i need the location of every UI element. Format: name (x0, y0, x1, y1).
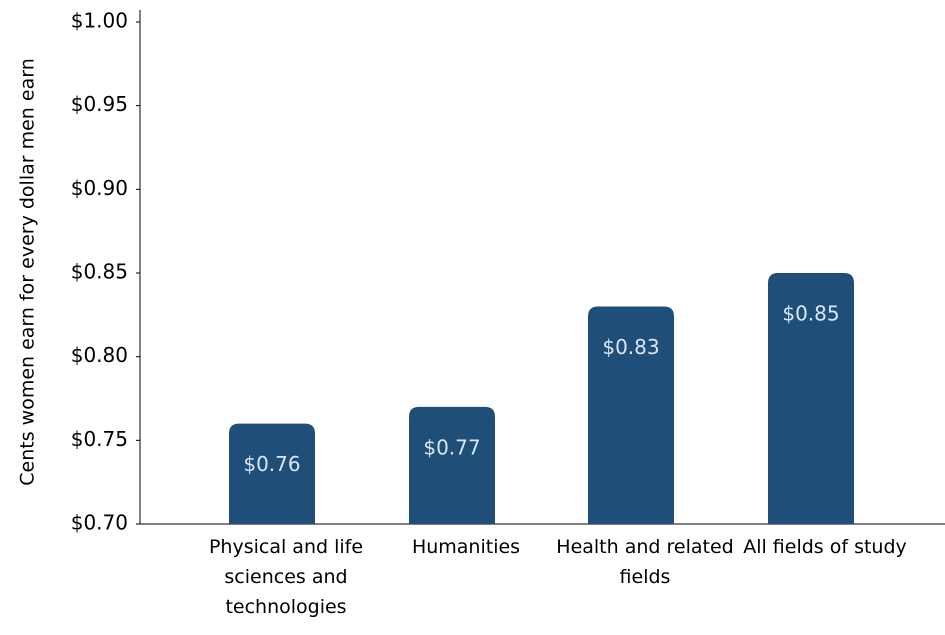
y-tick-label: $1.00 (71, 9, 128, 33)
bar (768, 273, 854, 524)
value-label: $0.83 (602, 335, 659, 359)
x-tick-label: Physical and life sciences and technolog… (208, 536, 364, 618)
x-tick-label: All fields of study (743, 536, 907, 558)
value-label: $0.85 (782, 302, 839, 326)
y-axis-label: Cents women earn for every dollar men ea… (17, 58, 39, 485)
y-tick-label: $0.85 (71, 260, 128, 284)
bar (229, 423, 315, 524)
y-tick-label: $0.75 (71, 427, 128, 451)
x-tick-label: Health and related fields (556, 536, 734, 588)
value-label: $0.77 (423, 435, 480, 459)
y-tick-label: $0.90 (71, 176, 128, 200)
y-tick-label: $0.80 (71, 343, 128, 367)
bar (409, 406, 495, 524)
bar (588, 306, 674, 524)
y-tick-label: $0.70 (71, 511, 128, 535)
value-label: $0.76 (243, 452, 300, 476)
y-tick-label: $0.95 (71, 92, 128, 116)
x-tick-label: Humanities (411, 536, 521, 558)
